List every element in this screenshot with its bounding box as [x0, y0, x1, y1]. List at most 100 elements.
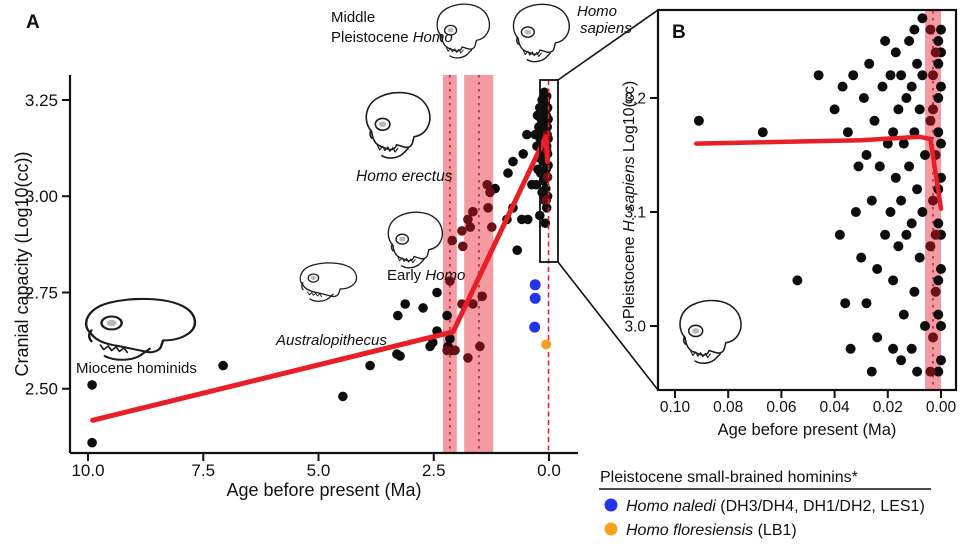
data-point-h_sapiens	[906, 81, 917, 92]
data-point-h_sapiens	[936, 321, 946, 331]
data-point-band_highlighted	[475, 341, 485, 352]
data-point-band_highlighted	[468, 299, 478, 309]
data-point-h_sapiens	[906, 218, 917, 229]
data-point-h_sapiens	[912, 366, 923, 377]
data-point-band_highlighted	[925, 241, 936, 252]
y-tick-label: 2.50	[25, 380, 58, 399]
data-point-h_sapiens	[890, 172, 901, 183]
data-point-hominins	[395, 351, 405, 361]
data-point-band_highlighted	[542, 172, 553, 182]
data-point-h_sapiens	[909, 286, 920, 297]
legend-item-label: Homo naledi (DH3/DH4, DH1/DH2, LES1)	[626, 498, 925, 515]
data-point-hominins	[531, 179, 541, 190]
x-tick-label: 0.08	[713, 399, 743, 416]
data-point-h_sapiens	[882, 138, 893, 149]
data-point-band_highlighted	[930, 47, 941, 58]
annotation-middle-pleistocene-line2: Pleistocene Homo	[331, 29, 453, 46]
data-point-h_sapiens	[861, 150, 872, 160]
data-point-h_sapiens	[909, 24, 920, 35]
panel-b-y-axis-title: Pleistocene H. sapiens Log10(cc)	[621, 81, 638, 319]
data-point-hominins	[432, 287, 442, 298]
panel-a-trend-line	[90, 134, 551, 423]
data-point-h_sapiens	[829, 104, 840, 115]
panel-a-y-ticks: 3.25 3.00 2.75 2.50	[25, 91, 70, 399]
panel-b: B 0.10 0.08 0.06 0.04 0.02 0.00 3.2 3.1 3.0 Age…	[621, 8, 958, 439]
y-tick-label: 3.25	[25, 91, 58, 110]
data-point-h_sapiens	[933, 218, 944, 229]
data-point-h_sapiens	[936, 24, 946, 35]
data-point-h_sapiens	[933, 58, 944, 69]
data-point-homo_naledi	[529, 279, 541, 291]
legend: Pleistocene small-brained hominins* Homo…	[599, 469, 931, 539]
data-point-band_highlighted	[468, 206, 478, 217]
data-point-hominins	[400, 299, 411, 309]
x-tick-label: 0.02	[873, 399, 903, 416]
data-point-band_highlighted	[463, 214, 473, 225]
data-point-h_sapiens	[837, 81, 848, 92]
data-point-h_sapiens	[872, 264, 883, 274]
x-tick-label: 0.10	[660, 399, 691, 416]
data-point-h_sapiens	[917, 13, 928, 24]
data-point-h_sapiens	[896, 195, 907, 206]
data-point-band_highlighted	[925, 115, 936, 126]
data-point-h_sapiens	[933, 127, 944, 138]
data-point-band_highlighted	[487, 222, 497, 232]
homo-sapiens-skull-illustration	[512, 3, 570, 63]
data-point-h_sapiens	[864, 58, 875, 69]
panel-b-frame	[656, 8, 958, 392]
data-point-h_sapiens	[936, 264, 946, 274]
panel-a: A 10.0 7.5 5.0 2.5 0.0 3.25 3.00 2.75 2.50 Age …	[12, 3, 659, 500]
data-point-band_highlighted	[447, 235, 458, 246]
data-point-h_sapiens	[898, 309, 909, 320]
data-point-band_highlighted	[928, 104, 938, 115]
data-point-h_sapiens	[856, 252, 867, 263]
x-tick-label: 0.04	[820, 399, 851, 416]
panel-b-homo-sapiens-skull-illustration	[679, 299, 742, 365]
panel-b-y-ticks: 3.2 3.1 3.0	[624, 90, 658, 335]
annotation-homo-erectus: Homo erectus	[356, 168, 453, 185]
x-tick-label: 0.06	[766, 399, 796, 416]
early-homo-skull-illustration	[387, 211, 444, 269]
callout-connector-top	[557, 9, 659, 81]
data-point-band_highlighted	[463, 353, 473, 363]
y-tick-label: 3.00	[25, 187, 58, 206]
data-point-h_sapiens	[933, 366, 944, 377]
data-point-band_highlighted	[485, 187, 495, 198]
data-point-band_highlighted	[930, 286, 941, 297]
callout-connector-bottom	[557, 261, 659, 391]
data-point-h_sapiens	[858, 93, 869, 103]
data-point-h_sapiens	[904, 161, 915, 172]
data-point-band_highlighted	[465, 222, 476, 232]
x-tick-label: 0.0	[537, 461, 561, 480]
homo-erectus-skull-illustration	[365, 91, 431, 159]
panel-a-shaded-intervals	[442, 75, 494, 453]
data-point-h_sapiens	[893, 241, 904, 252]
panel-b-x-axis-title: Age before present (Ma)	[718, 421, 897, 439]
data-point-h_sapiens	[874, 161, 885, 172]
data-point-h_sapiens	[861, 298, 872, 309]
homo-naledi-marker-icon	[604, 498, 618, 512]
data-point-hominins	[540, 218, 551, 228]
annotation-middle-pleistocene-line1: Middle	[331, 9, 375, 26]
homo-floresiensis-marker-icon	[604, 522, 618, 536]
data-point-h_sapiens	[880, 36, 891, 46]
data-point-hominins	[522, 129, 532, 140]
data-point-h_sapiens	[850, 207, 861, 217]
data-point-hominins	[393, 310, 403, 321]
data-point-h_sapiens	[914, 252, 925, 263]
data-point-hominins	[523, 214, 533, 225]
data-point-hominins	[508, 156, 518, 167]
data-point-band_highlighted	[450, 345, 460, 356]
data-point-hominins	[445, 333, 455, 344]
data-point-hominins	[512, 245, 522, 255]
panel-a-accent-points	[529, 279, 552, 350]
data-point-h_sapiens	[920, 150, 930, 160]
data-point-h_sapiens	[933, 36, 944, 46]
panel-a-x-ticks: 10.0 7.5 5.0 2.5 0.0	[71, 453, 561, 480]
data-point-h_sapiens	[869, 115, 880, 126]
data-point-h_sapiens	[848, 70, 859, 81]
data-point-band_highlighted	[925, 24, 936, 35]
data-point-h_sapiens	[888, 127, 899, 138]
legend-item-homo-naledi: Homo naledi (DH3/DH4, DH1/DH2, LES1)	[604, 498, 925, 515]
